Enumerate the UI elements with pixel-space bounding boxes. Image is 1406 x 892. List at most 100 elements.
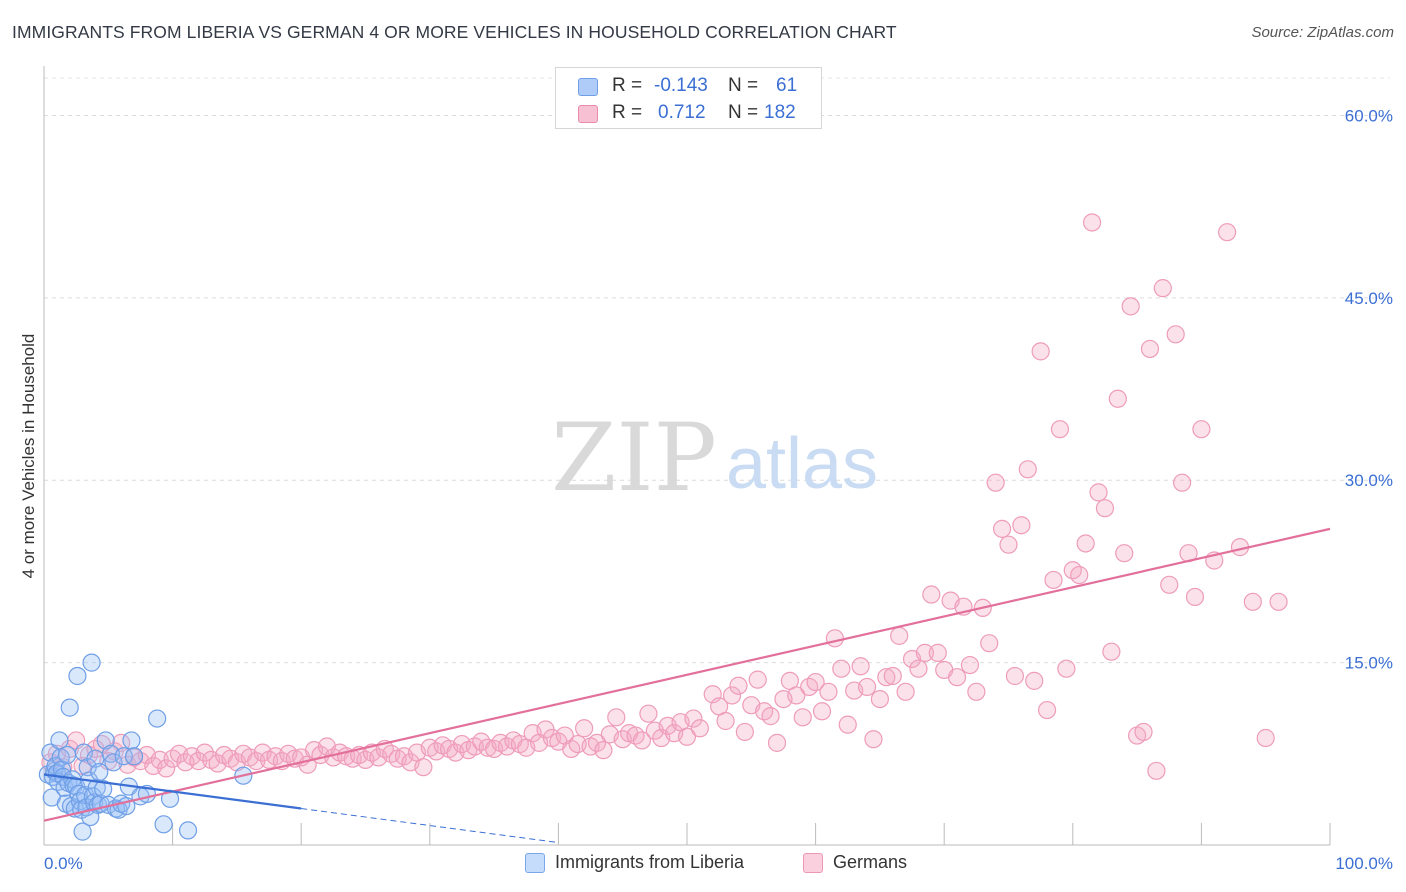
liberia-trend-extension: [301, 808, 559, 844]
germans-point: [877, 668, 896, 687]
germans-point: [1160, 575, 1179, 594]
germans-point: [960, 655, 980, 675]
germans-point: [1134, 722, 1153, 742]
liberia-point: [154, 815, 173, 834]
germans-point: [1095, 499, 1115, 518]
germans-point: [1256, 728, 1275, 748]
germans-point: [787, 686, 806, 705]
legend-label: Germans: [833, 852, 908, 872]
liberia-point: [73, 822, 92, 841]
y-tick-label: 30.0%: [1345, 471, 1393, 490]
n-label: N =: [728, 102, 759, 123]
liberia-point: [90, 762, 109, 782]
germans-point: [1057, 659, 1076, 678]
y-tick-label: 15.0%: [1345, 654, 1393, 673]
germans-point: [1185, 587, 1205, 607]
germans-point: [748, 670, 767, 689]
germans-point: [922, 585, 941, 604]
germans-point: [909, 659, 928, 678]
n-value: 182: [764, 102, 796, 123]
germans-point: [967, 682, 986, 701]
germans-point: [851, 657, 870, 676]
liberia-point: [114, 747, 133, 766]
germans-point: [980, 634, 999, 653]
germans-point: [819, 682, 838, 701]
liberia-point: [69, 784, 88, 804]
y-axis-title: 4 or more Vehicles in Household: [19, 334, 38, 579]
r-label: R =: [612, 75, 643, 96]
axes: [43, 66, 1331, 846]
germans-point: [1218, 223, 1237, 242]
germans-point: [1243, 592, 1262, 611]
germans-point: [1025, 671, 1044, 690]
trend-lines: [43, 527, 1331, 844]
liberia-legend-swatch: [525, 853, 545, 873]
germans-point: [1140, 339, 1160, 359]
germans-point: [896, 682, 915, 701]
germans-point: [947, 668, 967, 687]
liberia-point: [60, 698, 79, 717]
liberia-point: [178, 821, 198, 840]
germans-point: [1005, 666, 1025, 686]
germans-point: [1089, 483, 1108, 502]
germans-point: [825, 629, 844, 648]
n-value: 61: [776, 75, 798, 96]
germans-point: [1018, 460, 1037, 479]
x-tick-label: 100.0%: [1335, 854, 1393, 873]
germans-point: [793, 708, 812, 727]
watermark-zip: ZIP: [551, 404, 717, 513]
germans-point: [594, 741, 613, 760]
x-tick-label: 0.0%: [44, 854, 83, 873]
germans-point: [864, 730, 883, 749]
liberia-point: [122, 731, 141, 750]
r-value: -0.143: [654, 75, 708, 96]
germans-point: [1076, 534, 1095, 553]
germans-point: [587, 733, 607, 752]
germans-point: [1153, 279, 1172, 298]
germans-point: [1102, 642, 1121, 661]
germans-legend-swatch: [803, 853, 823, 873]
liberia-swatch: [578, 78, 598, 96]
liberia-points: [38, 653, 253, 841]
germans-point: [767, 733, 787, 752]
germans-point: [1044, 570, 1063, 590]
germans-point: [999, 535, 1018, 554]
germans-point: [735, 722, 754, 742]
germans-point: [915, 643, 935, 662]
germans-point: [870, 689, 890, 709]
n-label: N =: [728, 75, 759, 96]
chart-title: IMMIGRANTS FROM LIBERIA VS GERMAN 4 OR M…: [12, 22, 897, 42]
tick-labels: 15.0% 30.0% 45.0% 60.0% 0.0% 100.0%: [44, 106, 1393, 873]
germans-point: [639, 704, 658, 723]
germans-point: [1269, 592, 1288, 611]
germans-point: [1173, 473, 1192, 492]
liberia-point: [104, 753, 123, 772]
liberia-point: [74, 743, 93, 762]
liberia-point: [96, 731, 115, 750]
germans-point: [195, 743, 214, 762]
germans-point: [986, 473, 1005, 492]
germans-point: [1037, 700, 1057, 720]
liberia-point: [148, 709, 167, 728]
r-value: 0.712: [658, 102, 706, 123]
germans-point: [607, 708, 626, 727]
germans-point: [722, 686, 742, 705]
germans-point: [1147, 761, 1166, 780]
germans-point: [1050, 420, 1070, 439]
germans-point: [729, 676, 748, 695]
stats-legend: R = -0.143 N = 61 R = 0.712 N = 182: [555, 67, 822, 129]
y-tick-label: 45.0%: [1345, 289, 1393, 308]
germans-point: [1115, 544, 1134, 563]
watermark: ZIP atlas: [551, 404, 878, 513]
germans-point: [684, 709, 703, 728]
liberia-trend-line: [43, 773, 302, 810]
germans-point: [1108, 389, 1127, 408]
germans-point: [928, 643, 947, 662]
germans-point: [575, 719, 594, 738]
liberia-point: [83, 787, 102, 806]
germans-point: [812, 702, 832, 721]
germans-trend-line: [43, 527, 1331, 822]
liberia-point: [82, 653, 101, 672]
r-label: R =: [612, 102, 643, 123]
